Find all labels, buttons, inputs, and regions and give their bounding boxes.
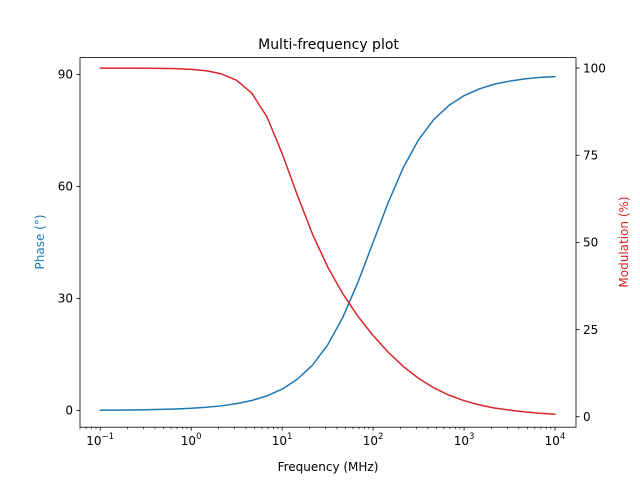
- y-left-tick-label: 30: [58, 292, 73, 306]
- y-right-tick-label: 50: [583, 236, 598, 250]
- x-tick-label: 104: [545, 432, 566, 448]
- chart-title: Multi-frequency plot: [258, 37, 399, 53]
- y-axis-label-right: Modulation (%): [617, 196, 631, 287]
- y-right-tick-label: 0: [583, 410, 591, 424]
- y-axis-label-left: Phase (°): [33, 214, 47, 269]
- y-left-tick-label: 90: [58, 68, 73, 82]
- plot-frame: [79, 57, 577, 428]
- y-right-tick-label: 100: [583, 61, 606, 75]
- phase-series-line: [99, 75, 556, 411]
- y-right-tick-label: 75: [583, 149, 598, 163]
- modulation-series-line: [99, 67, 556, 416]
- y-left-tick-label: 60: [58, 180, 73, 194]
- y-left-tick-label: 0: [65, 404, 73, 418]
- x-tick-label: 101: [272, 432, 293, 448]
- y-right-tick-label: 25: [583, 323, 598, 337]
- x-tick-label: 100: [181, 432, 202, 448]
- x-tick-label: 102: [363, 432, 384, 448]
- x-tick-label: 10−1: [86, 432, 114, 448]
- x-tick-label: 103: [454, 432, 475, 448]
- x-axis-label: Frequency (MHz): [278, 460, 379, 474]
